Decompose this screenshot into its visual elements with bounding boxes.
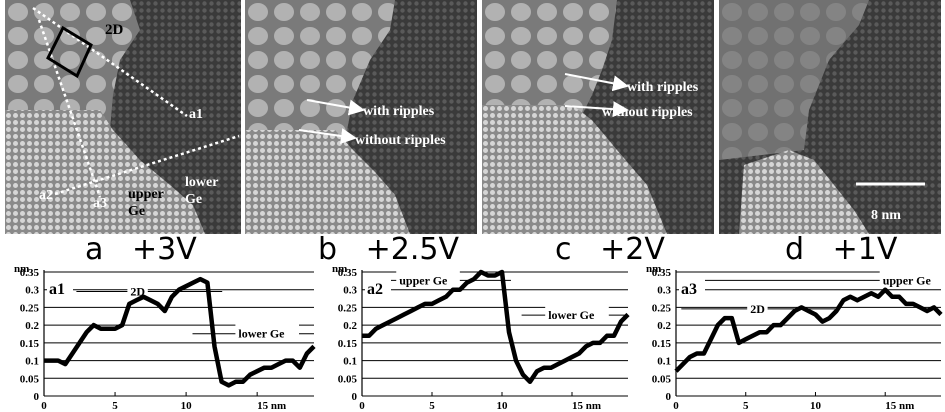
y-tick-label: 0 [34, 391, 40, 403]
x-tick-label: 0 [41, 400, 47, 412]
y-axis-label: nm [332, 266, 347, 275]
y-tick-label: 0.1 [657, 356, 671, 368]
y-tick-label: 0.25 [338, 302, 358, 314]
caption-d: d +1V [785, 232, 898, 267]
annotation-bg [235, 323, 299, 340]
x-tick-label: 5 [429, 400, 435, 412]
chart-title-bg [679, 278, 705, 298]
y-tick-label: 0.1 [25, 356, 39, 368]
y-tick-label: 0.3 [657, 285, 671, 297]
y-tick-label: 0.35 [20, 267, 40, 279]
annotation-label: 2D [750, 302, 765, 316]
y-tick-label: 0.1 [343, 356, 357, 368]
y-tick-label: 0.05 [338, 373, 358, 385]
profile-series-line [674, 287, 943, 373]
annotation-label: upper Ge [399, 273, 448, 287]
y-tick-label: 0.3 [343, 285, 357, 297]
y-tick-label: 0.2 [25, 320, 39, 332]
label-lower-ge: lower Ge [185, 175, 218, 207]
label-without-ripples-c: without ripples [602, 105, 693, 120]
y-tick-label: 0 [666, 391, 672, 403]
annotation-bg [879, 270, 944, 287]
y-tick-label: 0.05 [20, 373, 40, 385]
label-2d: 2D [105, 22, 124, 38]
y-tick-label: 0.15 [20, 338, 40, 350]
chart-title-bg [365, 278, 391, 298]
profile-series-line [362, 269, 630, 385]
stm-panel-d: 8 nm [719, 0, 941, 234]
annotation-bg [396, 270, 460, 287]
label-with-ripples-c: with ripples [627, 80, 699, 95]
profile-series-line [44, 276, 316, 388]
x-tick-label: 15 nm [885, 400, 914, 412]
y-tick-label: 0.2 [343, 320, 357, 332]
y-tick-label: 0.25 [652, 302, 672, 314]
annotation-bg [545, 305, 609, 322]
x-tick-label: 5 [112, 400, 118, 412]
x-tick-label: 10 [181, 400, 193, 412]
y-axis-label: nm [14, 266, 29, 275]
y-axis-label: nm [646, 266, 661, 275]
y-tick-label: 0.15 [652, 338, 672, 350]
chart-title-bg [47, 278, 73, 298]
x-tick-label: 0 [359, 400, 365, 412]
y-tick-label: 0.2 [657, 320, 671, 332]
label-a1: a1 [189, 107, 203, 122]
y-tick-label: 0.15 [338, 338, 358, 350]
annotation-label: upper Ge [883, 273, 932, 287]
annotation-bg [127, 281, 148, 298]
y-tick-label: 0 [352, 391, 358, 403]
stm-panel-c: with ripples without ripples [482, 0, 714, 234]
x-tick-label: 15 nm [572, 400, 601, 412]
caption-b: b +2.5V [318, 232, 460, 267]
x-tick-label: 10 [497, 400, 509, 412]
annotation-label: lower Ge [238, 327, 285, 341]
stm-panel-b: with ripples without ripples [245, 0, 477, 234]
y-tick-label: 0.25 [20, 302, 40, 314]
annotation-label: 2D [130, 285, 145, 299]
x-tick-label: 15 nm [257, 400, 286, 412]
annotation-bg [747, 298, 768, 315]
x-tick-label: 10 [810, 400, 822, 412]
x-tick-label: 5 [743, 400, 749, 412]
label-a2: a2 [39, 188, 53, 203]
chart-title: a2 [367, 281, 383, 298]
annotation-label: lower Ge [548, 308, 595, 322]
x-tick-label: 0 [673, 400, 679, 412]
y-tick-label: 0.35 [338, 267, 358, 279]
chart-title: a3 [681, 281, 697, 298]
label-with-ripples-b: with ripples [363, 104, 435, 119]
label-a3: a3 [93, 196, 107, 211]
profile-chart-a3: nm 0 0.05 0.1 0.15 0.2 0.25 0.3 0.35 0 5 10 15 nm 2D u… [646, 266, 944, 412]
scale-bar-label: 8 nm [871, 208, 901, 223]
caption-a: a +3V [85, 232, 197, 267]
y-tick-label: 0.05 [652, 373, 672, 385]
profile-chart-a1: nm 0 0.05 0.1 0.15 0.2 0.25 0.3 0.35 0 5 10 15 nm 2D l… [14, 266, 316, 412]
y-tick-label: 0.35 [652, 267, 672, 279]
stm-panel-a: 2D a1 a2 a3 upper Ge lower Ge [5, 0, 241, 234]
chart-title: a1 [49, 281, 65, 298]
profile-chart-a2: nm 0 0.05 0.1 0.15 0.2 0.25 0.3 0.35 0 5 10 15 nm upp… [332, 266, 630, 412]
label-without-ripples-b: without ripples [355, 133, 446, 148]
y-tick-label: 0.3 [25, 285, 39, 297]
label-upper-ge: upper Ge [128, 187, 164, 219]
caption-c: c +2V [555, 232, 665, 267]
